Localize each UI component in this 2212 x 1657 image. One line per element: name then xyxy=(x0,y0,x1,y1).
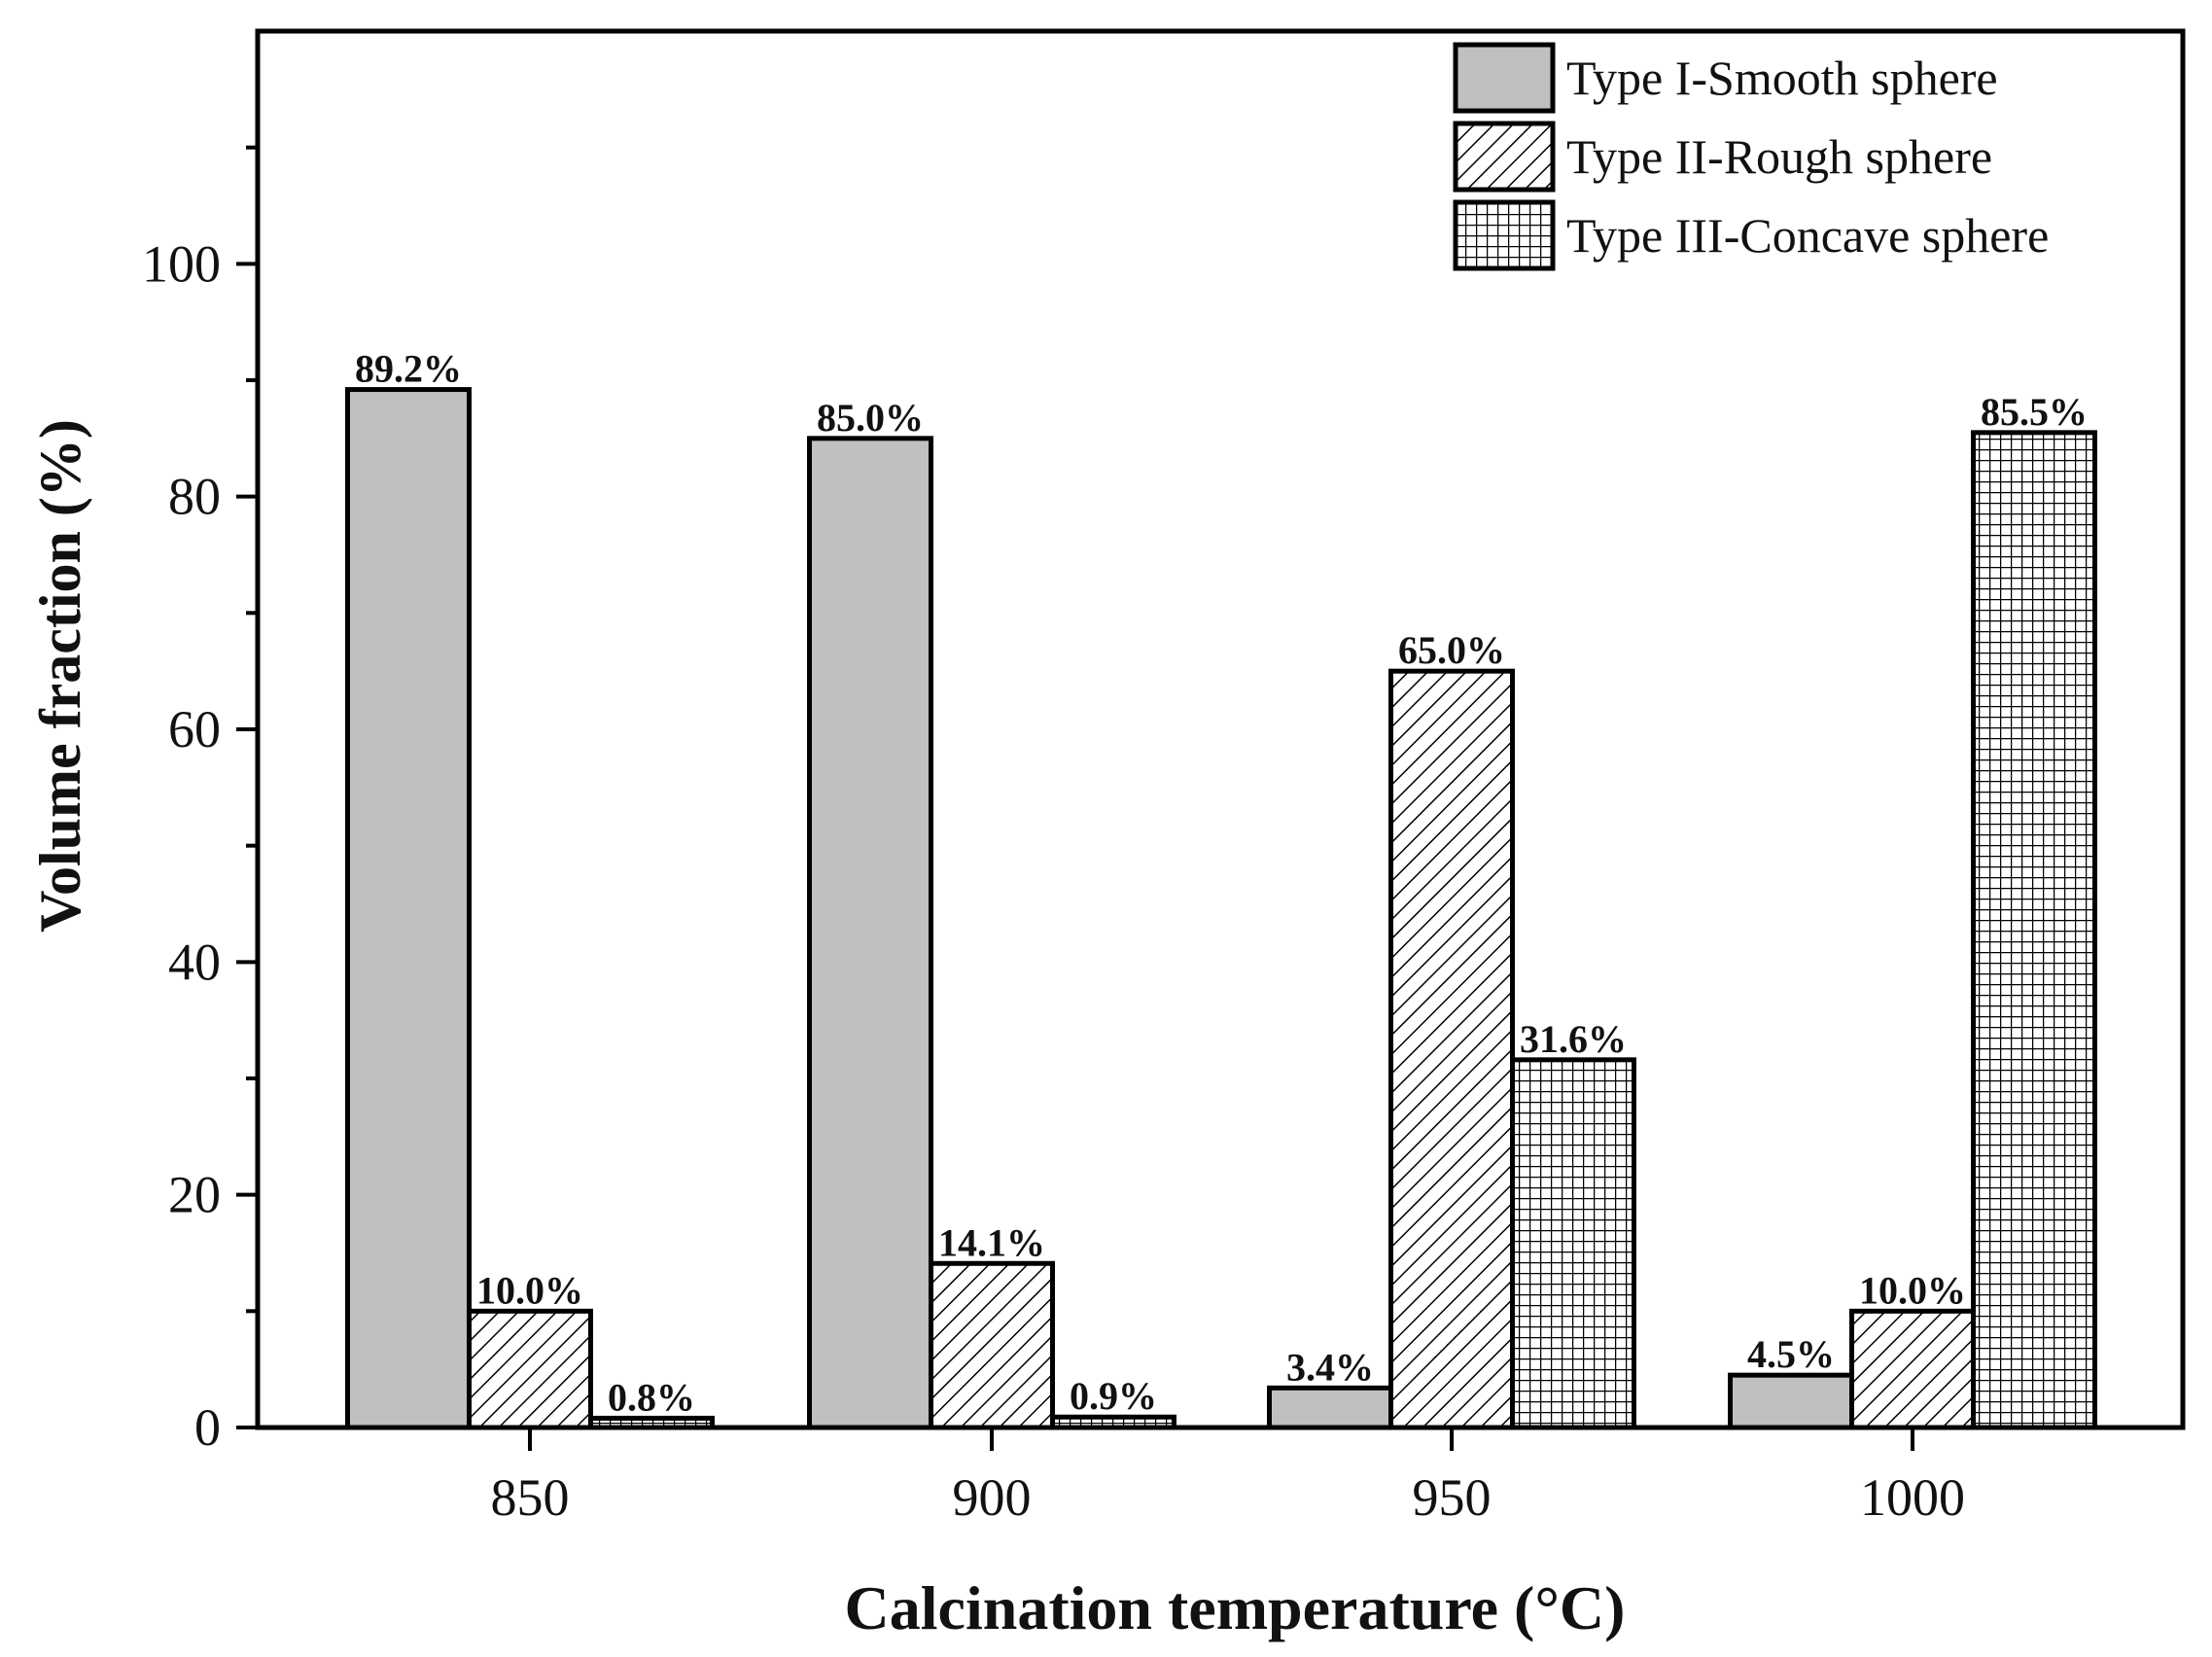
y-axis-title: Volume fraction (%) xyxy=(28,419,92,933)
bar-3-950 xyxy=(1510,1057,1636,1430)
bar-label-3-1000: 85.5% xyxy=(1981,390,2088,434)
bar-label-2-850: 10.0% xyxy=(476,1268,583,1312)
x-tick-label-850: 850 xyxy=(491,1468,570,1527)
bar-3-900 xyxy=(1050,1414,1176,1430)
legend-swatch-2 xyxy=(1453,121,1556,193)
bar-1-950 xyxy=(1267,1385,1393,1430)
bar-2-950 xyxy=(1388,668,1515,1430)
bar-label-2-950: 65.0% xyxy=(1398,628,1505,672)
bar-label-3-950: 31.6% xyxy=(1520,1017,1627,1061)
legend-swatch-1 xyxy=(1453,42,1556,114)
y-tick-label: 40 xyxy=(168,933,221,991)
bar-label-3-900: 0.9% xyxy=(1070,1374,1157,1418)
y-tick-label: 60 xyxy=(168,700,221,758)
bar-label-1-1000: 4.5% xyxy=(1747,1332,1835,1376)
bar-1-850 xyxy=(345,387,472,1430)
bar-3-850 xyxy=(588,1415,715,1430)
bar-3-1000 xyxy=(1971,430,2097,1430)
bar-label-1-850: 89.2% xyxy=(355,347,462,391)
y-tick-label: 100 xyxy=(142,234,221,293)
legend-label-2: Type II-Rough sphere xyxy=(1566,129,1992,184)
legend-label-3: Type III-Concave sphere xyxy=(1566,208,2049,263)
x-axis-title: Calcination temperature (°C) xyxy=(845,1573,1626,1642)
bar-label-1-950: 3.4% xyxy=(1286,1345,1374,1389)
bar-label-1-900: 85.0% xyxy=(817,396,924,440)
y-tick-label: 80 xyxy=(168,468,221,526)
bar-2-900 xyxy=(929,1260,1055,1430)
x-tick-label-950: 950 xyxy=(1413,1468,1492,1527)
y-tick-label: 20 xyxy=(168,1166,221,1224)
legend-label-1: Type I-Smooth sphere xyxy=(1566,51,1998,105)
x-tick-label-900: 900 xyxy=(953,1468,1032,1527)
x-tick-label-1000: 1000 xyxy=(1860,1468,1965,1527)
bar-label-3-850: 0.8% xyxy=(608,1375,695,1419)
y-tick-label: 0 xyxy=(194,1398,221,1457)
bar-label-2-1000: 10.0% xyxy=(1859,1268,1966,1312)
bar-1-900 xyxy=(807,436,933,1430)
bar-2-850 xyxy=(467,1308,593,1430)
bar-1-1000 xyxy=(1728,1372,1854,1430)
bar-label-2-900: 14.1% xyxy=(938,1220,1045,1264)
bar-2-1000 xyxy=(1849,1308,1976,1430)
legend-swatch-3 xyxy=(1453,199,1556,271)
